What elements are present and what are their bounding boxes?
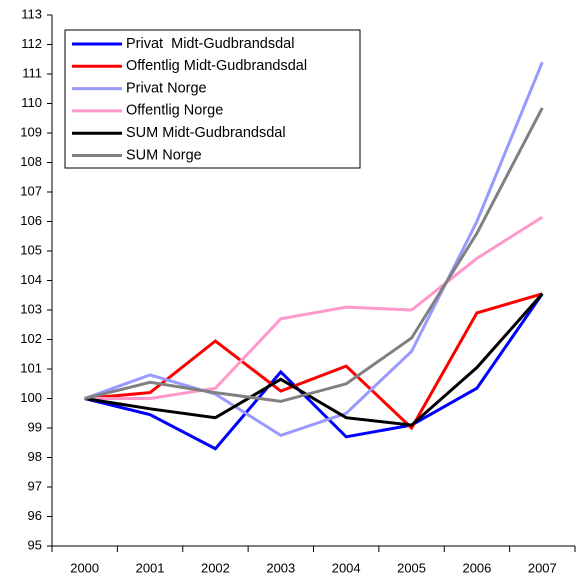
- legend-label: SUM Norge: [126, 147, 202, 163]
- x-tick-label: 2006: [462, 560, 491, 575]
- series-line: [84, 61, 544, 438]
- y-tick-label: 113: [21, 6, 42, 21]
- x-tick-label: 2007: [528, 560, 557, 575]
- legend-label: Offentlig Midt-Gudbrandsdal: [126, 58, 307, 74]
- y-tick-label: 98: [28, 449, 42, 464]
- y-tick-label: 108: [20, 154, 42, 169]
- y-tick-label: 99: [28, 419, 42, 434]
- x-tick-label: 2002: [201, 560, 230, 575]
- y-tick-label: 104: [20, 272, 42, 287]
- y-tick-label: 97: [28, 478, 42, 493]
- y-tick-label: 101: [20, 360, 42, 375]
- y-tick-label: 95: [28, 537, 42, 552]
- legend: Privat Midt-Gudbrandsdal Offentlig Midt-G…: [64, 29, 361, 169]
- y-tick-label: 106: [20, 213, 42, 228]
- y-tick-label: 112: [21, 36, 42, 51]
- y-tick-label: 103: [20, 301, 42, 316]
- y-tick-label: 96: [28, 508, 42, 523]
- series-line: [84, 292, 544, 427]
- legend-label: Privat Norge: [126, 80, 207, 96]
- x-tick-label: 2004: [332, 560, 361, 575]
- y-tick-label: 109: [20, 124, 42, 139]
- y-tick-label: 102: [20, 331, 42, 346]
- y-tick-label: 105: [20, 242, 42, 257]
- series-line: [84, 107, 544, 403]
- series-line: [84, 292, 544, 451]
- y-tick-label: 111: [22, 65, 42, 80]
- x-tick-label: 2000: [70, 560, 99, 575]
- series-line: [84, 215, 544, 400]
- legend-label: Privat Midt-Gudbrandsdal: [126, 36, 294, 52]
- y-tick-label: 107: [20, 183, 42, 198]
- legend-label: Offentlig Norge: [126, 103, 223, 119]
- legend-box: [64, 29, 361, 169]
- y-tick-label: 100: [20, 390, 42, 405]
- x-tick-label: 2005: [397, 560, 426, 575]
- x-tick-label: 2003: [266, 560, 295, 575]
- legend-label: SUM Midt-Gudbrandsdal: [126, 125, 286, 141]
- x-tick-label: 2001: [136, 560, 165, 575]
- y-tick-label: 110: [21, 95, 42, 110]
